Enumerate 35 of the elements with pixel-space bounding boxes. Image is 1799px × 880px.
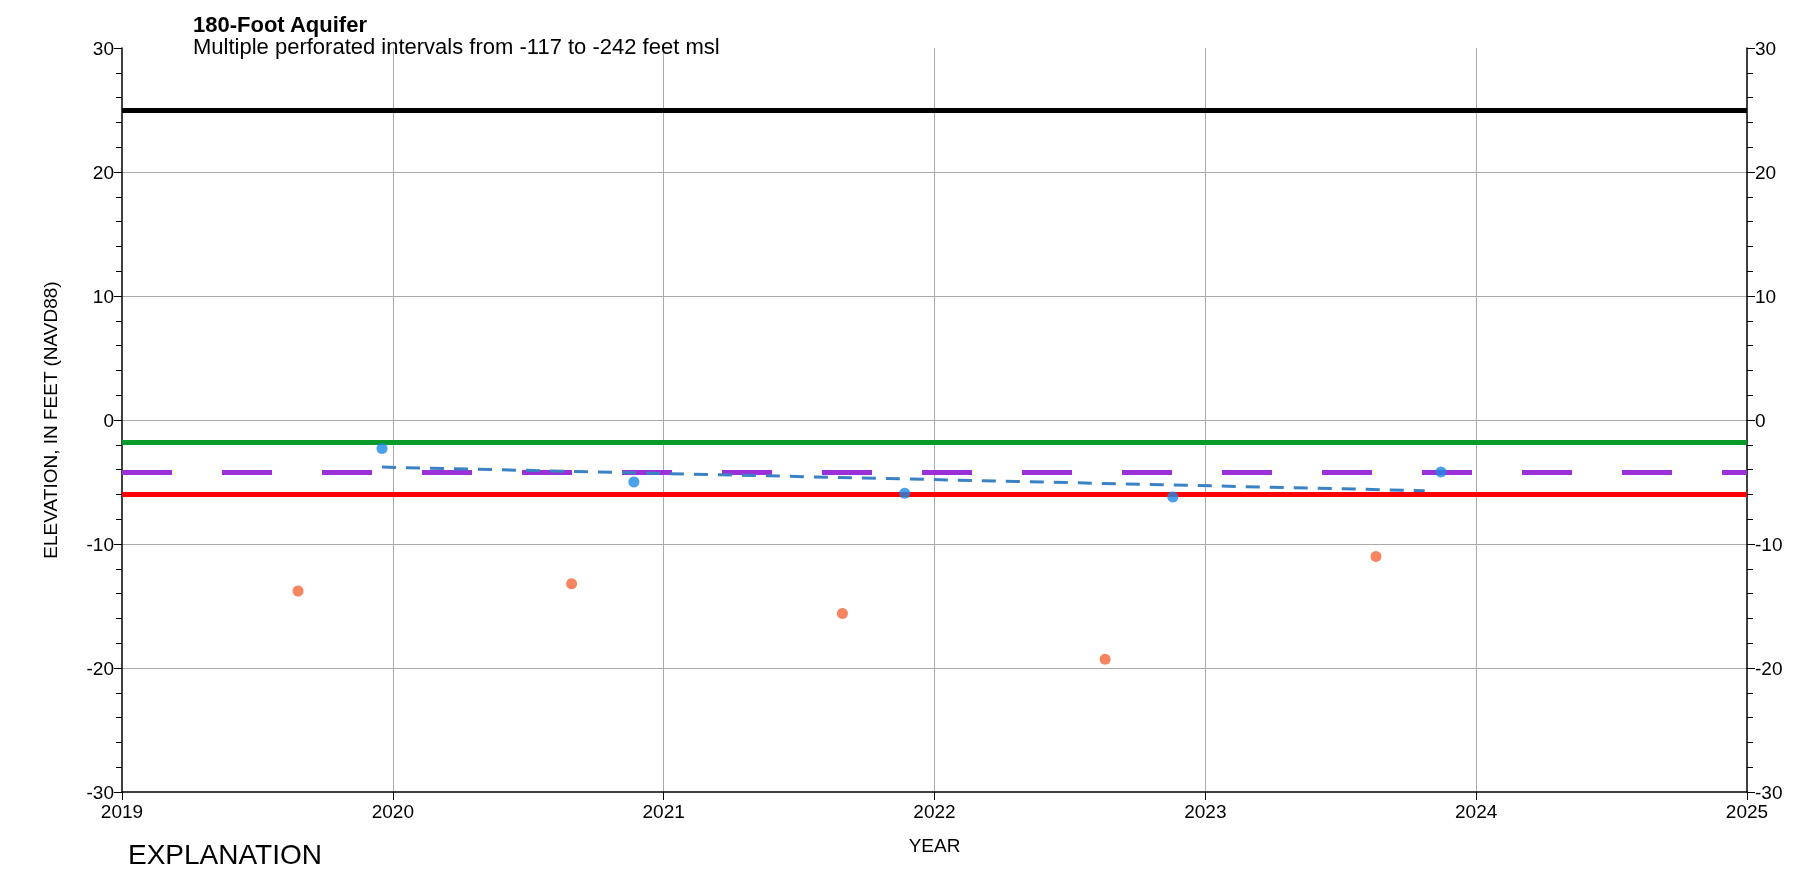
y2-tick-label: 10 — [1755, 285, 1777, 307]
y2-tick-label: 30 — [1755, 37, 1777, 59]
y-tick-label: -10 — [86, 533, 114, 555]
y-tick-label: -20 — [86, 657, 114, 679]
y2-tick-label: -30 — [1755, 781, 1783, 803]
x-tick-label: 2020 — [371, 801, 414, 822]
point — [1167, 491, 1179, 503]
x-tick-label: 2025 — [1725, 801, 1769, 822]
y2-tick-label: -20 — [1755, 657, 1783, 679]
chart-title: 180-Foot Aquifer — [193, 11, 368, 37]
y-tick-label: 0 — [103, 409, 114, 431]
y2-tick-label: 0 — [1755, 409, 1766, 431]
point — [628, 476, 640, 488]
point — [1435, 466, 1447, 478]
y2-tick-label: -10 — [1755, 533, 1783, 555]
point — [566, 578, 578, 590]
y-axis-title: ELEVATION, IN FEET (NAVD88) — [40, 281, 61, 559]
y-tick-label: 10 — [92, 285, 114, 307]
x-axis-title: YEAR — [908, 835, 961, 856]
point — [376, 443, 388, 455]
x-tick-label: 2024 — [1455, 801, 1498, 822]
x-tick-label: 2022 — [913, 801, 956, 822]
y-tick-label: 20 — [92, 161, 114, 183]
text: EXPLANATION — [128, 838, 322, 870]
y2-tick-label: 20 — [1755, 161, 1777, 183]
point — [292, 585, 304, 597]
point — [899, 487, 911, 499]
point — [1370, 550, 1382, 562]
y-tick-label: -30 — [86, 781, 114, 803]
point — [836, 607, 848, 619]
x-tick-label: 2023 — [1184, 801, 1227, 822]
x-tick-label: 2019 — [100, 801, 144, 822]
x-tick-label: 2021 — [642, 801, 685, 822]
point — [1099, 653, 1111, 665]
y-tick-label: 30 — [92, 37, 114, 59]
